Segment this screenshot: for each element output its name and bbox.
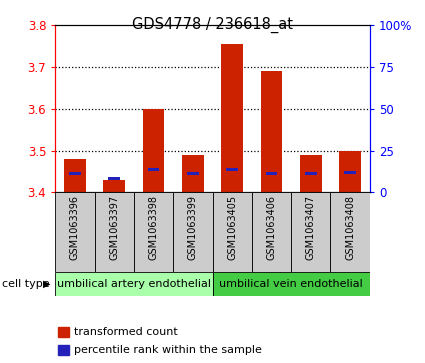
Bar [291,192,331,272]
Bar [331,192,370,272]
Bar [212,272,370,296]
Bar [69,172,81,175]
Bar [305,172,317,175]
Bar [252,192,291,272]
Text: umbilical artery endothelial: umbilical artery endothelial [57,279,211,289]
Bar [64,159,86,192]
Text: ▶: ▶ [43,279,51,289]
Bar [134,192,173,272]
Bar [58,327,69,337]
Bar [261,72,282,192]
Bar [108,177,120,180]
Text: GSM1063407: GSM1063407 [306,195,316,260]
Text: GSM1063405: GSM1063405 [227,195,237,260]
Bar [266,172,278,175]
Bar [221,44,243,192]
Text: cell type: cell type [2,279,50,289]
Bar [58,345,69,355]
Text: transformed count: transformed count [74,327,178,337]
Bar [143,109,164,192]
Text: percentile rank within the sample: percentile rank within the sample [74,345,262,355]
Bar [187,172,199,175]
Bar [300,155,322,192]
Text: GSM1063408: GSM1063408 [345,195,355,260]
Text: GSM1063396: GSM1063396 [70,195,80,260]
Text: umbilical vein endothelial: umbilical vein endothelial [219,279,363,289]
Bar [173,192,212,272]
Text: GSM1063397: GSM1063397 [109,195,119,260]
Bar [94,192,134,272]
Bar [344,171,356,174]
Bar [103,180,125,192]
Bar [147,168,159,171]
Text: GSM1063398: GSM1063398 [148,195,159,260]
Bar [212,192,252,272]
Bar [226,168,238,171]
Bar [182,155,204,192]
Bar [339,151,361,192]
Text: GSM1063399: GSM1063399 [188,195,198,260]
Text: GSM1063406: GSM1063406 [266,195,277,260]
Text: GDS4778 / 236618_at: GDS4778 / 236618_at [132,16,293,33]
Bar [55,272,212,296]
Bar [55,192,94,272]
